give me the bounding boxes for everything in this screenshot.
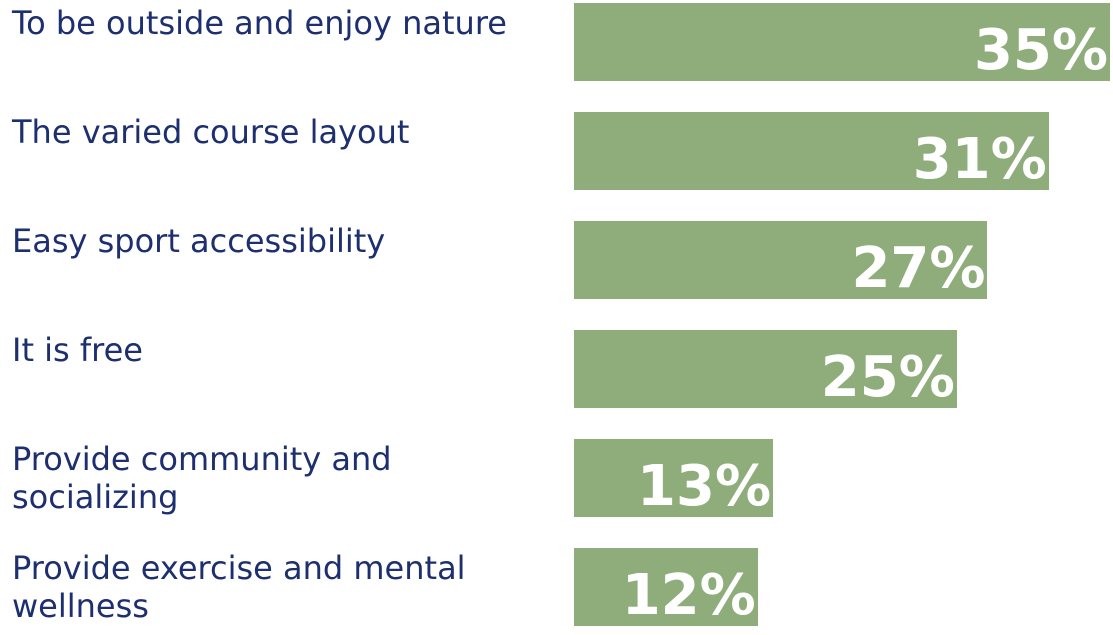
value-label: 35%: [973, 18, 1108, 83]
bar: [574, 112, 1049, 190]
bar: [574, 548, 758, 626]
category-label: Easy sport accessibility: [12, 222, 386, 260]
category-label: Provide exercise and mental wellness: [12, 549, 466, 625]
category-label: To be outside and enjoy nature: [12, 4, 507, 42]
category-label: The varied course layout: [12, 113, 410, 151]
bar: [574, 3, 1110, 81]
value-label: 13%: [637, 454, 772, 519]
bar: [574, 221, 988, 299]
category-label: Provide community and socializing: [12, 440, 392, 516]
bar: [574, 330, 957, 408]
value-label: 31%: [912, 127, 1047, 192]
value-label: 12%: [621, 563, 756, 628]
category-label: It is free: [12, 331, 143, 369]
value-label: 25%: [820, 345, 955, 410]
value-label: 27%: [851, 236, 986, 301]
bar: [574, 439, 774, 517]
